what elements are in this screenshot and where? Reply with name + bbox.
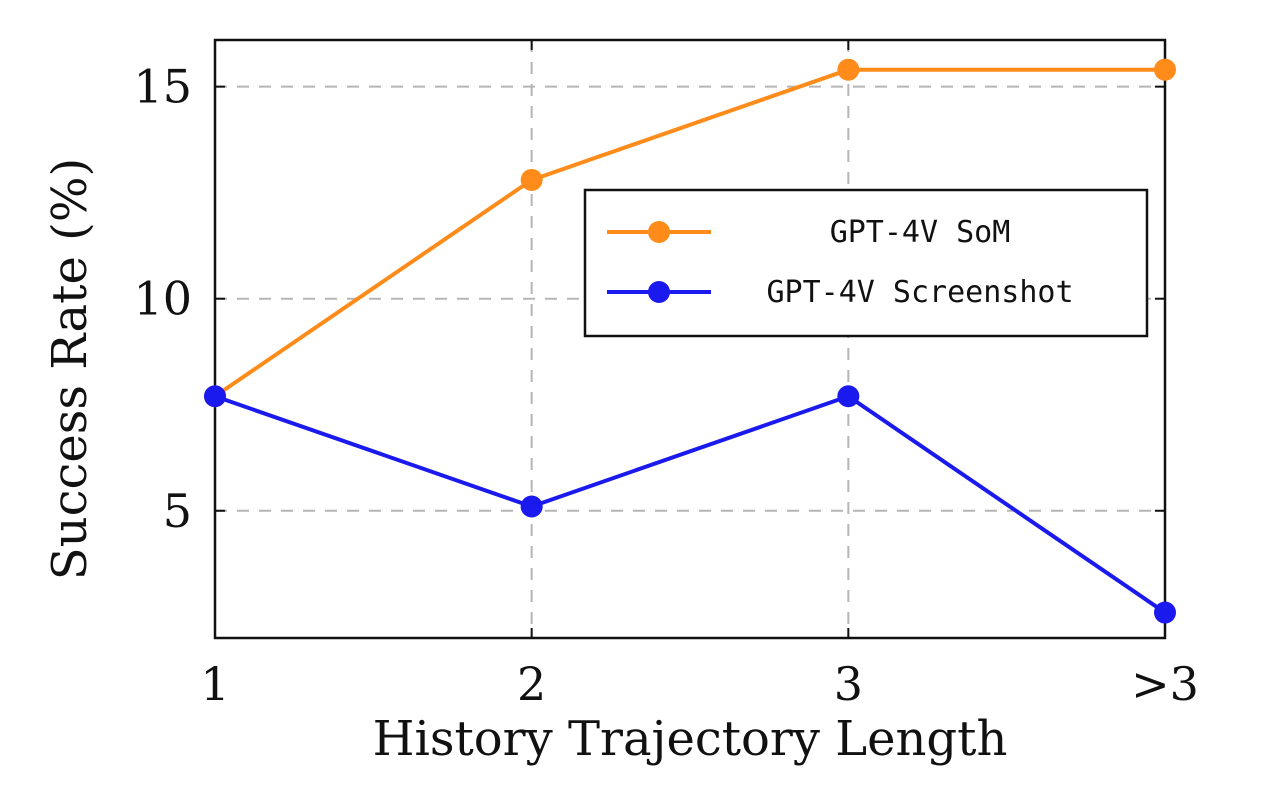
data-point: [837, 58, 860, 81]
data-point: [837, 385, 860, 408]
data-point: [520, 495, 543, 518]
series-group: [204, 58, 1176, 624]
data-point: [204, 385, 226, 408]
data-point: [520, 168, 543, 191]
y-tick-label: 10: [133, 272, 192, 326]
data-point: [1154, 601, 1176, 624]
series-line: [214, 394, 1167, 615]
x-tick-label: 2: [517, 657, 546, 711]
legend-label: GPT-4V SoM: [830, 215, 1011, 250]
legend-swatch-marker: [648, 281, 670, 303]
grid-lines: [214, 40, 1166, 638]
legend: GPT-4V SoM GPT-4V Screenshot: [583, 188, 1149, 338]
data-point: [1154, 58, 1176, 81]
y-tick-label: 15: [133, 60, 192, 114]
plot-frame: [213, 38, 1167, 640]
legend-label: GPT-4V Screenshot: [766, 275, 1073, 310]
x-tick-label: 3: [834, 657, 863, 711]
x-tick-label: 1: [200, 657, 229, 711]
y-tick-label: 5: [163, 484, 192, 538]
series-line: [213, 67, 1165, 398]
y-axis-label: Success Rate (%): [42, 158, 98, 580]
x-axis-label: History Trajectory Length: [373, 711, 1008, 767]
x-tick-label: >3: [1131, 657, 1199, 711]
legend-box: [583, 188, 1149, 338]
legend-swatch-marker: [648, 221, 670, 243]
tick-labels: 1 2 3 >3 5 10 15: [133, 60, 1198, 711]
